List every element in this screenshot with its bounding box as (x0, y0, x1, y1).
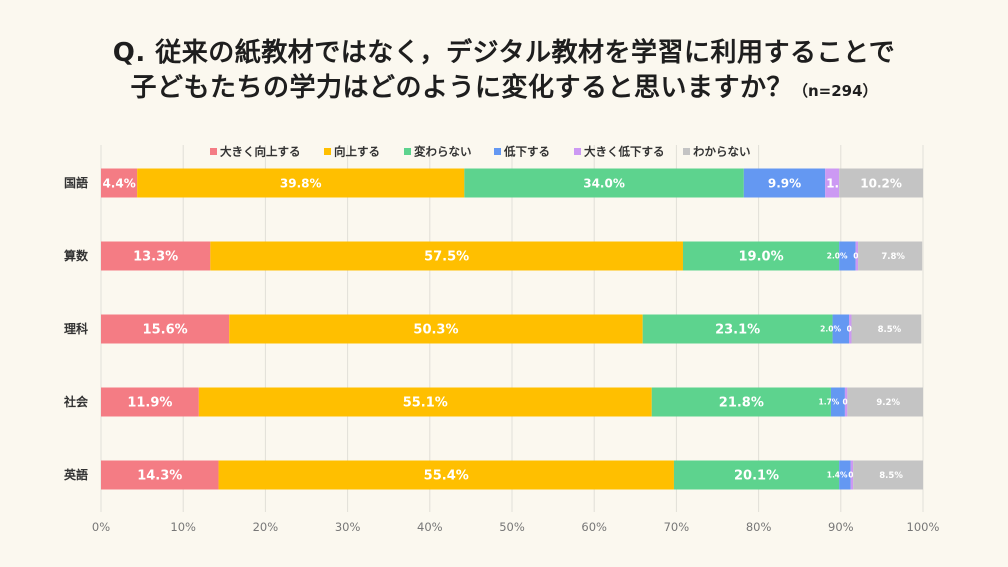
category-label: 社会 (63, 394, 89, 409)
data-label: 10.2% (860, 176, 902, 190)
data-label: 14.3% (137, 469, 182, 484)
title-question: 子どもたちの学力はどのように変化すると思いますか？ (130, 73, 793, 103)
x-tick-label: 0% (92, 520, 110, 534)
bar-segment (847, 387, 923, 417)
legend-swatch (404, 148, 411, 155)
x-tick-label: 30% (335, 520, 361, 534)
data-label: 2.0% (827, 252, 848, 261)
bar-segment (218, 460, 674, 490)
data-label: 39.8% (280, 176, 322, 190)
legend-entry: 変わらない (414, 145, 472, 159)
data-label: 20.1% (734, 469, 779, 484)
x-axis-ticks: 0% 10% 20% 30% 40% 50% 60% 70% 80% 90% 100% (92, 520, 940, 534)
x-tick-label: 80% (746, 520, 772, 534)
bar-segment (851, 314, 922, 344)
title-line-1: Q. 従来の紙教材ではなく，デジタル教材を学習に利用することで (112, 38, 896, 68)
bar-segment (642, 314, 833, 344)
data-label: 13.3% (133, 250, 178, 265)
data-label: 1.4% (827, 471, 848, 480)
bar-segment (229, 314, 643, 344)
category-label: 英語 (64, 467, 88, 482)
data-label: 34.0% (583, 176, 625, 190)
x-tick-label: 90% (828, 520, 854, 534)
category-label: 理科 (64, 321, 88, 336)
sample-size-note: （n=294） (792, 82, 878, 100)
bar-segment (464, 168, 744, 198)
bar-segment (839, 460, 851, 490)
data-label: 55.4% (424, 469, 469, 484)
data-label: 1.7% (819, 398, 840, 407)
legend-entry: 大きく低下する (584, 145, 665, 159)
bar-segment (198, 387, 652, 417)
bar-segment (858, 241, 923, 271)
bar-segment (839, 168, 923, 198)
bar-segment (853, 460, 923, 490)
chart-title: Q. 従来の紙教材ではなく，デジタル教材を学習に利用することで 子どもたちの学力… (0, 36, 1008, 109)
legend-swatch (210, 148, 217, 155)
bar-segment (850, 460, 854, 490)
data-label: 9.2% (876, 398, 900, 408)
bar-segment (101, 241, 211, 271)
bar-segment (101, 168, 138, 198)
data-label: 9.9% (768, 176, 801, 190)
data-label: 8.5% (878, 325, 902, 335)
x-tick-label: 100% (907, 520, 940, 534)
legend-swatch (324, 148, 331, 155)
bar-segment (651, 387, 831, 417)
x-tick-label: 10% (170, 520, 196, 534)
bar-segment (682, 241, 840, 271)
data-label: 4.4% (102, 176, 135, 190)
legend-entry: わからない (693, 145, 751, 159)
data-label: 11.9% (127, 396, 172, 411)
category-label: 国語 (64, 175, 88, 190)
bar-segment (101, 460, 219, 490)
bar-segment (673, 460, 840, 490)
x-tick-label: 70% (664, 520, 690, 534)
x-tick-label: 60% (581, 520, 607, 534)
data-label: 23.1% (715, 323, 760, 338)
bar-segment (839, 241, 856, 271)
data-label: 8.5% (879, 471, 903, 481)
x-tick-label: 20% (253, 520, 279, 534)
data-label: 2.0% (820, 325, 841, 334)
legend-entry: 低下する (503, 145, 550, 159)
x-tick-label: 50% (499, 520, 525, 534)
bars: 4.4% 39.8% 34.0% 9.9% 1.7% 10.2% 13.3% 57.5% 19.… (101, 168, 923, 490)
category-label: 算数 (64, 248, 89, 263)
legend-entry: 向上する (334, 145, 380, 159)
data-label: 50.3% (413, 323, 458, 338)
bar-segment (101, 314, 230, 344)
bar-segment (137, 168, 465, 198)
bar-segment (855, 241, 859, 271)
data-label: 57.5% (424, 250, 469, 265)
legend: 大きく向上する 向上する 変わらない 低下する 大きく低下する わからない (210, 145, 751, 159)
data-label: 15.6% (143, 323, 188, 338)
legend-swatch (683, 148, 690, 155)
legend-entry: 大きく向上する (220, 145, 301, 159)
bar-segment (825, 168, 840, 198)
title-line-2: 子どもたちの学力はどのように変化すると思いますか？（n=294） (0, 71, 1008, 109)
data-label: 19.0% (739, 250, 784, 265)
bar-segment (210, 241, 683, 271)
legend-swatch (494, 148, 501, 155)
x-tick-label: 40% (417, 520, 443, 534)
data-label: 21.8% (719, 396, 764, 411)
data-label: 55.1% (403, 396, 448, 411)
bar-segment (832, 314, 850, 344)
bar-segment (849, 314, 852, 344)
legend-swatch (574, 148, 581, 155)
bar-segment (844, 387, 848, 417)
data-label: 7.8% (881, 252, 905, 262)
bar-segment (743, 168, 826, 198)
bar-segment (830, 387, 845, 417)
bar-segment (101, 387, 199, 417)
